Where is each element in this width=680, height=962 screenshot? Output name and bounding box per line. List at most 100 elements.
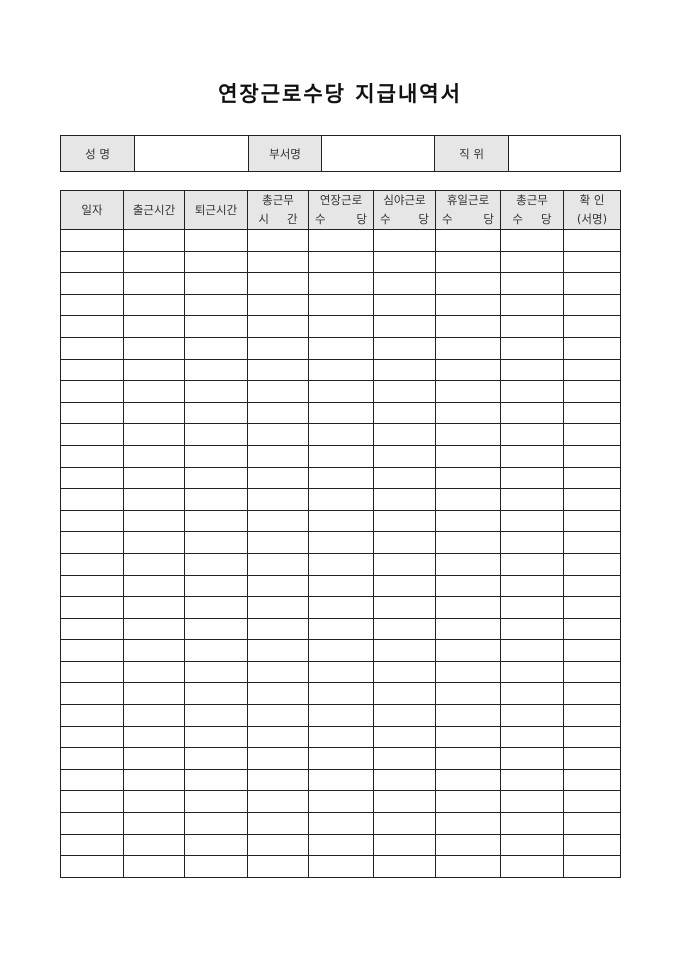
table-cell[interactable]: [184, 444, 248, 468]
table-cell[interactable]: [184, 466, 248, 490]
table-cell[interactable]: [247, 596, 309, 619]
table-cell[interactable]: [500, 660, 564, 684]
table-cell[interactable]: [60, 315, 124, 338]
table-cell[interactable]: [184, 747, 248, 770]
table-cell[interactable]: [184, 682, 248, 706]
table-cell[interactable]: [308, 725, 374, 749]
table-cell[interactable]: [500, 229, 564, 252]
department-field[interactable]: [321, 135, 435, 172]
table-cell[interactable]: [123, 639, 185, 662]
table-cell[interactable]: [308, 293, 374, 317]
table-cell[interactable]: [184, 812, 248, 835]
table-cell[interactable]: [60, 466, 124, 490]
table-cell[interactable]: [500, 682, 564, 706]
table-cell[interactable]: [500, 768, 564, 792]
table-cell[interactable]: [500, 444, 564, 468]
table-cell[interactable]: [247, 293, 309, 317]
table-cell[interactable]: [500, 639, 564, 662]
table-cell[interactable]: [435, 660, 501, 684]
table-cell[interactable]: [563, 380, 621, 403]
table-cell[interactable]: [247, 704, 309, 727]
table-cell[interactable]: [563, 358, 621, 382]
table-cell[interactable]: [563, 768, 621, 792]
table-cell[interactable]: [435, 423, 501, 446]
table-cell[interactable]: [373, 790, 436, 814]
table-cell[interactable]: [500, 747, 564, 770]
table-cell[interactable]: [184, 509, 248, 533]
position-field[interactable]: [508, 135, 621, 172]
table-cell[interactable]: [308, 596, 374, 619]
table-cell[interactable]: [435, 358, 501, 382]
table-cell[interactable]: [123, 682, 185, 706]
table-cell[interactable]: [184, 488, 248, 511]
table-cell[interactable]: [500, 423, 564, 446]
table-cell[interactable]: [563, 531, 621, 554]
table-cell[interactable]: [500, 336, 564, 360]
table-cell[interactable]: [435, 488, 501, 511]
table-cell[interactable]: [247, 660, 309, 684]
table-cell[interactable]: [373, 466, 436, 490]
table-cell[interactable]: [247, 725, 309, 749]
table-cell[interactable]: [373, 833, 436, 857]
table-cell[interactable]: [500, 315, 564, 338]
table-cell[interactable]: [247, 747, 309, 770]
table-cell[interactable]: [60, 401, 124, 425]
table-cell[interactable]: [60, 855, 124, 878]
table-cell[interactable]: [500, 552, 564, 576]
table-cell[interactable]: [373, 293, 436, 317]
table-cell[interactable]: [435, 552, 501, 576]
table-cell[interactable]: [60, 574, 124, 598]
table-cell[interactable]: [435, 747, 501, 770]
table-cell[interactable]: [373, 660, 436, 684]
table-cell[interactable]: [563, 466, 621, 490]
table-cell[interactable]: [500, 855, 564, 878]
table-cell[interactable]: [123, 812, 185, 835]
table-cell[interactable]: [500, 293, 564, 317]
name-field[interactable]: [134, 135, 249, 172]
table-cell[interactable]: [123, 488, 185, 511]
table-cell[interactable]: [123, 768, 185, 792]
table-cell[interactable]: [308, 747, 374, 770]
table-cell[interactable]: [563, 229, 621, 252]
table-cell[interactable]: [123, 250, 185, 274]
table-cell[interactable]: [308, 639, 374, 662]
table-cell[interactable]: [123, 790, 185, 814]
table-cell[interactable]: [60, 596, 124, 619]
table-cell[interactable]: [373, 747, 436, 770]
table-cell[interactable]: [435, 401, 501, 425]
table-cell[interactable]: [563, 660, 621, 684]
table-cell[interactable]: [184, 639, 248, 662]
table-cell[interactable]: [308, 790, 374, 814]
table-cell[interactable]: [123, 531, 185, 554]
table-cell[interactable]: [247, 336, 309, 360]
table-cell[interactable]: [60, 704, 124, 727]
table-cell[interactable]: [563, 444, 621, 468]
table-cell[interactable]: [500, 833, 564, 857]
table-cell[interactable]: [123, 596, 185, 619]
table-cell[interactable]: [435, 682, 501, 706]
table-cell[interactable]: [500, 704, 564, 727]
table-cell[interactable]: [435, 596, 501, 619]
table-cell[interactable]: [500, 812, 564, 835]
table-cell[interactable]: [184, 552, 248, 576]
table-cell[interactable]: [123, 293, 185, 317]
table-cell[interactable]: [308, 531, 374, 554]
table-cell[interactable]: [500, 574, 564, 598]
table-cell[interactable]: [308, 855, 374, 878]
table-cell[interactable]: [435, 812, 501, 835]
table-cell[interactable]: [60, 747, 124, 770]
table-cell[interactable]: [500, 596, 564, 619]
table-cell[interactable]: [308, 336, 374, 360]
table-cell[interactable]: [184, 336, 248, 360]
table-cell[interactable]: [500, 509, 564, 533]
table-cell[interactable]: [563, 552, 621, 576]
table-cell[interactable]: [184, 617, 248, 641]
table-cell[interactable]: [247, 617, 309, 641]
table-cell[interactable]: [435, 380, 501, 403]
table-cell[interactable]: [500, 380, 564, 403]
table-cell[interactable]: [60, 660, 124, 684]
table-cell[interactable]: [60, 725, 124, 749]
table-cell[interactable]: [247, 272, 309, 295]
table-cell[interactable]: [373, 596, 436, 619]
table-cell[interactable]: [123, 855, 185, 878]
